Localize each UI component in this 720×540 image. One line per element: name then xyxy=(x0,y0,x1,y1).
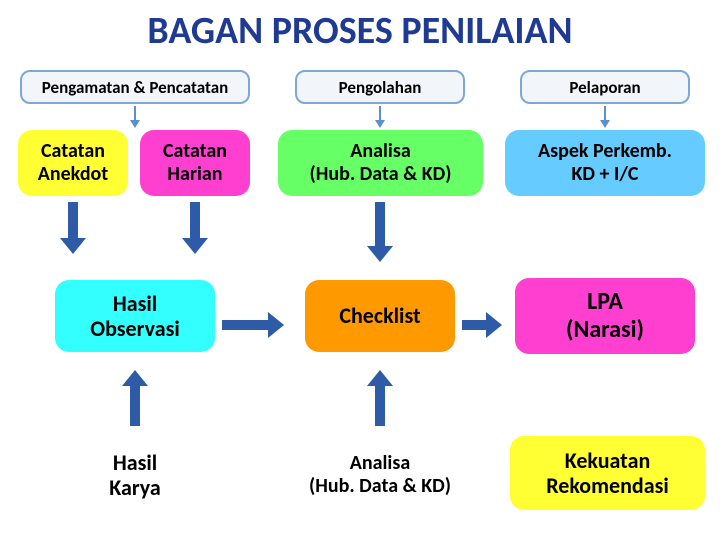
header-pengamatan: Pengamatan & Pencatatan xyxy=(20,70,250,104)
arrow-header3-down xyxy=(598,106,612,133)
arrow-analisa2-up xyxy=(367,370,393,431)
arrow-observasi-right xyxy=(222,312,284,343)
arrow-hasilkarya-up xyxy=(122,370,148,431)
arrow-anekdot-down xyxy=(60,202,86,259)
node-aspek-perkemb: Aspek Perkemb.KD + I/C xyxy=(505,130,705,196)
node-hasil-karya: HasilKarya xyxy=(60,440,210,510)
node-lpa: LPA(Narasi) xyxy=(515,278,695,354)
node-analisa-1: Analisa(Hub. Data & KD) xyxy=(278,130,483,196)
node-kekuatan: KekuatanRekomendasi xyxy=(510,436,705,510)
node-checklist: Checklist xyxy=(305,280,455,352)
node-hasil-observasi: HasilObservasi xyxy=(55,280,215,352)
arrow-checklist-right xyxy=(462,312,502,343)
arrow-header1-down xyxy=(128,106,142,133)
header-pelaporan: Pelaporan xyxy=(520,70,690,104)
arrow-harian-down xyxy=(182,202,208,259)
page-title: BAGAN PROSES PENILAIAN xyxy=(0,8,720,54)
node-catatan-anekdot: CatatanAnekdot xyxy=(18,130,128,196)
arrow-analisa1-down xyxy=(367,202,393,267)
arrow-header2-down xyxy=(373,106,387,133)
node-analisa-2: Analisa(Hub. Data & KD) xyxy=(276,440,484,510)
node-catatan-harian: CatatanHarian xyxy=(140,130,250,196)
header-pengolahan: Pengolahan xyxy=(295,70,465,104)
